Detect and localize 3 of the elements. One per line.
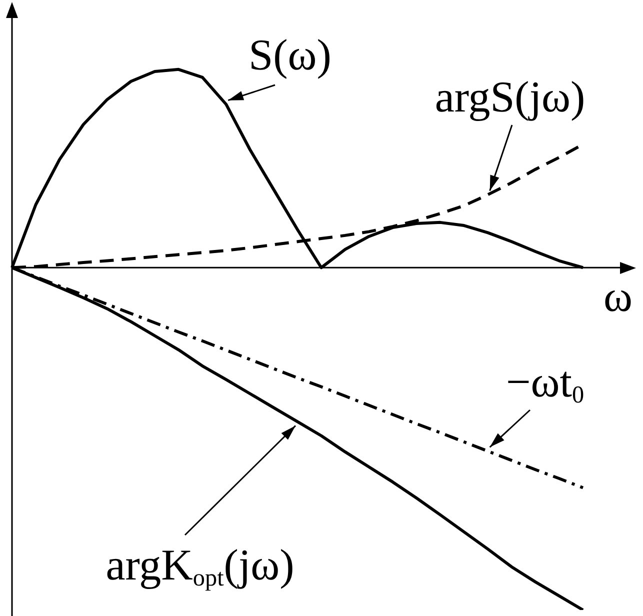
series-label: S(ω) (248, 30, 332, 80)
series-label: argS(jω) (434, 72, 586, 122)
x-axis-title: ω (604, 272, 632, 322)
